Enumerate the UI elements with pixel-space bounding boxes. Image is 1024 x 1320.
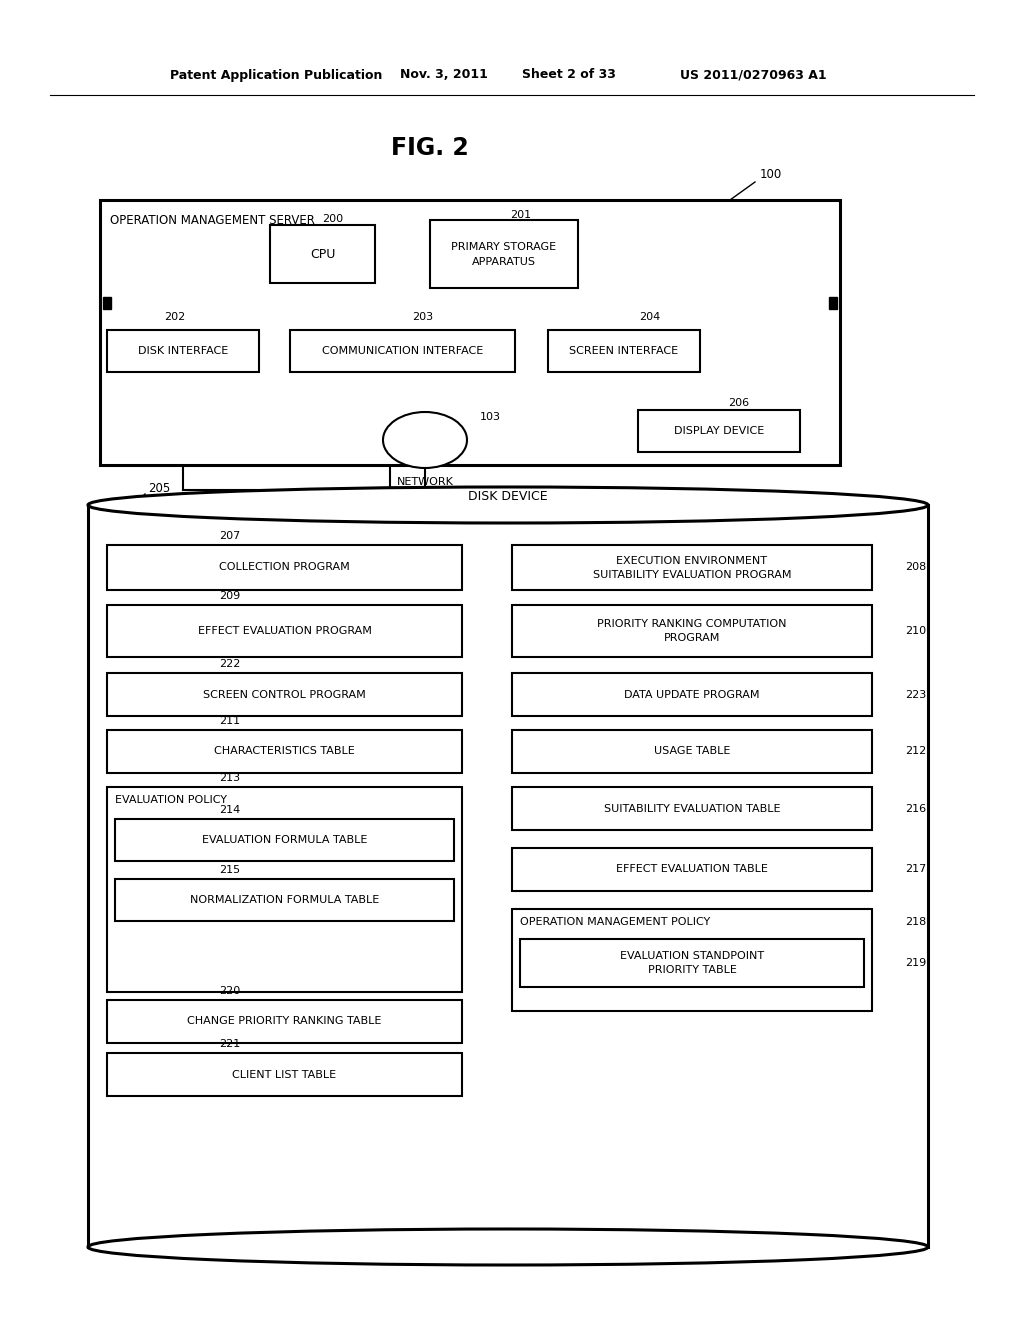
Text: DISPLAY DEVICE: DISPLAY DEVICE (674, 426, 764, 436)
Text: 103: 103 (480, 412, 501, 422)
Text: Sheet 2 of 33: Sheet 2 of 33 (522, 69, 615, 82)
Text: SCREEN INTERFACE: SCREEN INTERFACE (569, 346, 679, 356)
Text: 216: 216 (905, 804, 926, 813)
Text: 215: 215 (219, 865, 240, 875)
Ellipse shape (88, 1229, 928, 1265)
Bar (829, 297, 837, 309)
Text: CLIENT LIST TABLE: CLIENT LIST TABLE (232, 1069, 337, 1080)
Text: SUITABILITY EVALUATION PROGRAM: SUITABILITY EVALUATION PROGRAM (593, 569, 792, 579)
Text: 221: 221 (219, 1039, 241, 1049)
Text: SUITABILITY EVALUATION TABLE: SUITABILITY EVALUATION TABLE (604, 804, 780, 813)
Text: 209: 209 (219, 591, 241, 601)
Text: 208: 208 (905, 562, 927, 573)
Text: 222: 222 (219, 659, 241, 669)
Text: PRIORITY RANKING COMPUTATION: PRIORITY RANKING COMPUTATION (597, 619, 786, 630)
Bar (512, 730, 872, 774)
Bar (512, 545, 872, 590)
Bar (638, 411, 800, 451)
Bar (512, 909, 872, 1011)
Text: CHARACTERISTICS TABLE: CHARACTERISTICS TABLE (214, 747, 355, 756)
Text: PRIORITY TABLE: PRIORITY TABLE (647, 965, 736, 975)
Bar (290, 330, 515, 372)
Bar (100, 201, 840, 465)
Bar (270, 224, 375, 282)
Text: 219: 219 (905, 958, 927, 968)
Text: 217: 217 (905, 865, 927, 874)
Bar (520, 939, 864, 987)
Text: 207: 207 (219, 531, 241, 541)
Text: SCREEN CONTROL PROGRAM: SCREEN CONTROL PROGRAM (203, 689, 366, 700)
Ellipse shape (383, 412, 467, 469)
Bar (106, 605, 462, 657)
Text: EFFECT EVALUATION PROGRAM: EFFECT EVALUATION PROGRAM (198, 626, 372, 636)
Bar (512, 787, 872, 830)
Text: 200: 200 (322, 214, 343, 224)
Bar (88, 506, 928, 1247)
Bar (106, 730, 462, 774)
Bar (512, 847, 872, 891)
Text: EVALUATION FORMULA TABLE: EVALUATION FORMULA TABLE (202, 836, 368, 845)
Text: COLLECTION PROGRAM: COLLECTION PROGRAM (219, 562, 350, 573)
Text: Patent Application Publication: Patent Application Publication (170, 69, 382, 82)
Bar (430, 220, 578, 288)
Text: CPU: CPU (310, 248, 335, 260)
Text: OPERATION MANAGEMENT POLICY: OPERATION MANAGEMENT POLICY (520, 917, 711, 927)
Text: 213: 213 (219, 774, 240, 783)
Text: 205: 205 (148, 482, 170, 495)
Text: US 2011/0270963 A1: US 2011/0270963 A1 (680, 69, 826, 82)
Text: USAGE TABLE: USAGE TABLE (653, 747, 730, 756)
Text: CHANGE PRIORITY RANKING TABLE: CHANGE PRIORITY RANKING TABLE (187, 1016, 382, 1027)
Text: PROGRAM: PROGRAM (664, 634, 720, 643)
Bar (106, 330, 259, 372)
Text: EFFECT EVALUATION TABLE: EFFECT EVALUATION TABLE (616, 865, 768, 874)
Text: 212: 212 (905, 747, 927, 756)
Text: 100: 100 (760, 169, 782, 181)
Text: 201: 201 (510, 210, 531, 220)
Text: DISK DEVICE: DISK DEVICE (468, 491, 548, 503)
Bar (106, 787, 462, 993)
Bar (512, 673, 872, 715)
Text: OPERATION MANAGEMENT SERVER: OPERATION MANAGEMENT SERVER (110, 214, 314, 227)
Bar (103, 297, 111, 309)
Text: 203: 203 (413, 312, 433, 322)
Text: 202: 202 (165, 312, 185, 322)
Text: 210: 210 (905, 626, 926, 636)
Text: PRIMARY STORAGE: PRIMARY STORAGE (452, 242, 557, 252)
Bar (115, 879, 454, 921)
Text: Nov. 3, 2011: Nov. 3, 2011 (400, 69, 487, 82)
Text: 211: 211 (219, 715, 240, 726)
Text: EVALUATION STANDPOINT: EVALUATION STANDPOINT (620, 950, 764, 961)
Bar (106, 1001, 462, 1043)
Text: APPARATUS: APPARATUS (472, 257, 536, 267)
Text: 223: 223 (905, 689, 927, 700)
Text: 218: 218 (905, 917, 927, 927)
Text: 204: 204 (639, 312, 660, 322)
Text: 214: 214 (219, 805, 241, 814)
Text: DISK INTERFACE: DISK INTERFACE (138, 346, 228, 356)
Text: 220: 220 (219, 986, 241, 997)
Bar (106, 545, 462, 590)
Bar (106, 1053, 462, 1096)
Bar (115, 818, 454, 861)
Text: 206: 206 (728, 399, 750, 408)
Text: FIG. 2: FIG. 2 (391, 136, 469, 160)
Text: EVALUATION POLICY: EVALUATION POLICY (115, 795, 227, 805)
Bar (548, 330, 700, 372)
Ellipse shape (88, 487, 928, 523)
Text: EXECUTION ENVIRONMENT: EXECUTION ENVIRONMENT (616, 556, 768, 565)
Bar (512, 605, 872, 657)
Text: COMMUNICATION INTERFACE: COMMUNICATION INTERFACE (322, 346, 483, 356)
Bar (106, 673, 462, 715)
Text: NETWORK: NETWORK (396, 477, 454, 487)
Text: NORMALIZATION FORMULA TABLE: NORMALIZATION FORMULA TABLE (189, 895, 379, 906)
Text: DATA UPDATE PROGRAM: DATA UPDATE PROGRAM (625, 689, 760, 700)
